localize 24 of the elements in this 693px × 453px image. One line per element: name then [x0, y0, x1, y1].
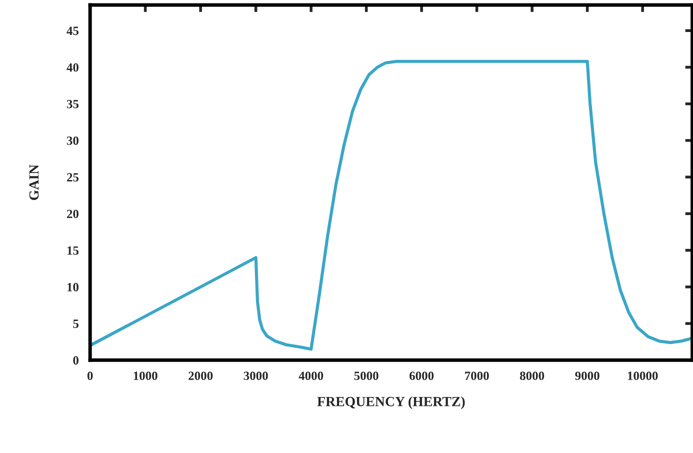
y-tick-label: 20	[67, 210, 78, 218]
y-tick-label: 15	[67, 246, 79, 255]
y-tick-label: 10	[67, 282, 78, 292]
y-axis-title: GAIN	[29, 164, 39, 200]
y-tick-label: 25	[67, 173, 79, 182]
x-tick-label: 10000	[628, 372, 658, 380]
x-axis-title: FREQUENCY (HERTZ)	[317, 396, 465, 410]
x-tick-label: 6000	[410, 372, 434, 380]
y-tick-label: 40	[66, 63, 78, 72]
x-tick-label: 1000	[134, 372, 158, 380]
y-tick-label: 35	[66, 100, 79, 108]
x-tick-label: 3000	[244, 372, 268, 380]
line-series	[90, 60, 692, 351]
x-tick-label: 0	[87, 372, 93, 380]
y-tick-label: 30	[66, 136, 78, 145]
x-tick-label: 2000	[188, 372, 213, 380]
y-tick-label: 0	[73, 356, 78, 365]
y-tick-label: 5	[73, 320, 79, 328]
x-tick-label: 5000	[354, 372, 378, 380]
y-tick-label: 45	[66, 26, 79, 36]
x-tick-label: 7000	[465, 372, 489, 380]
x-tick-label: 9000	[575, 372, 600, 380]
x-tick-label: 4000	[298, 372, 324, 380]
x-tick-label: 8000	[520, 372, 544, 380]
